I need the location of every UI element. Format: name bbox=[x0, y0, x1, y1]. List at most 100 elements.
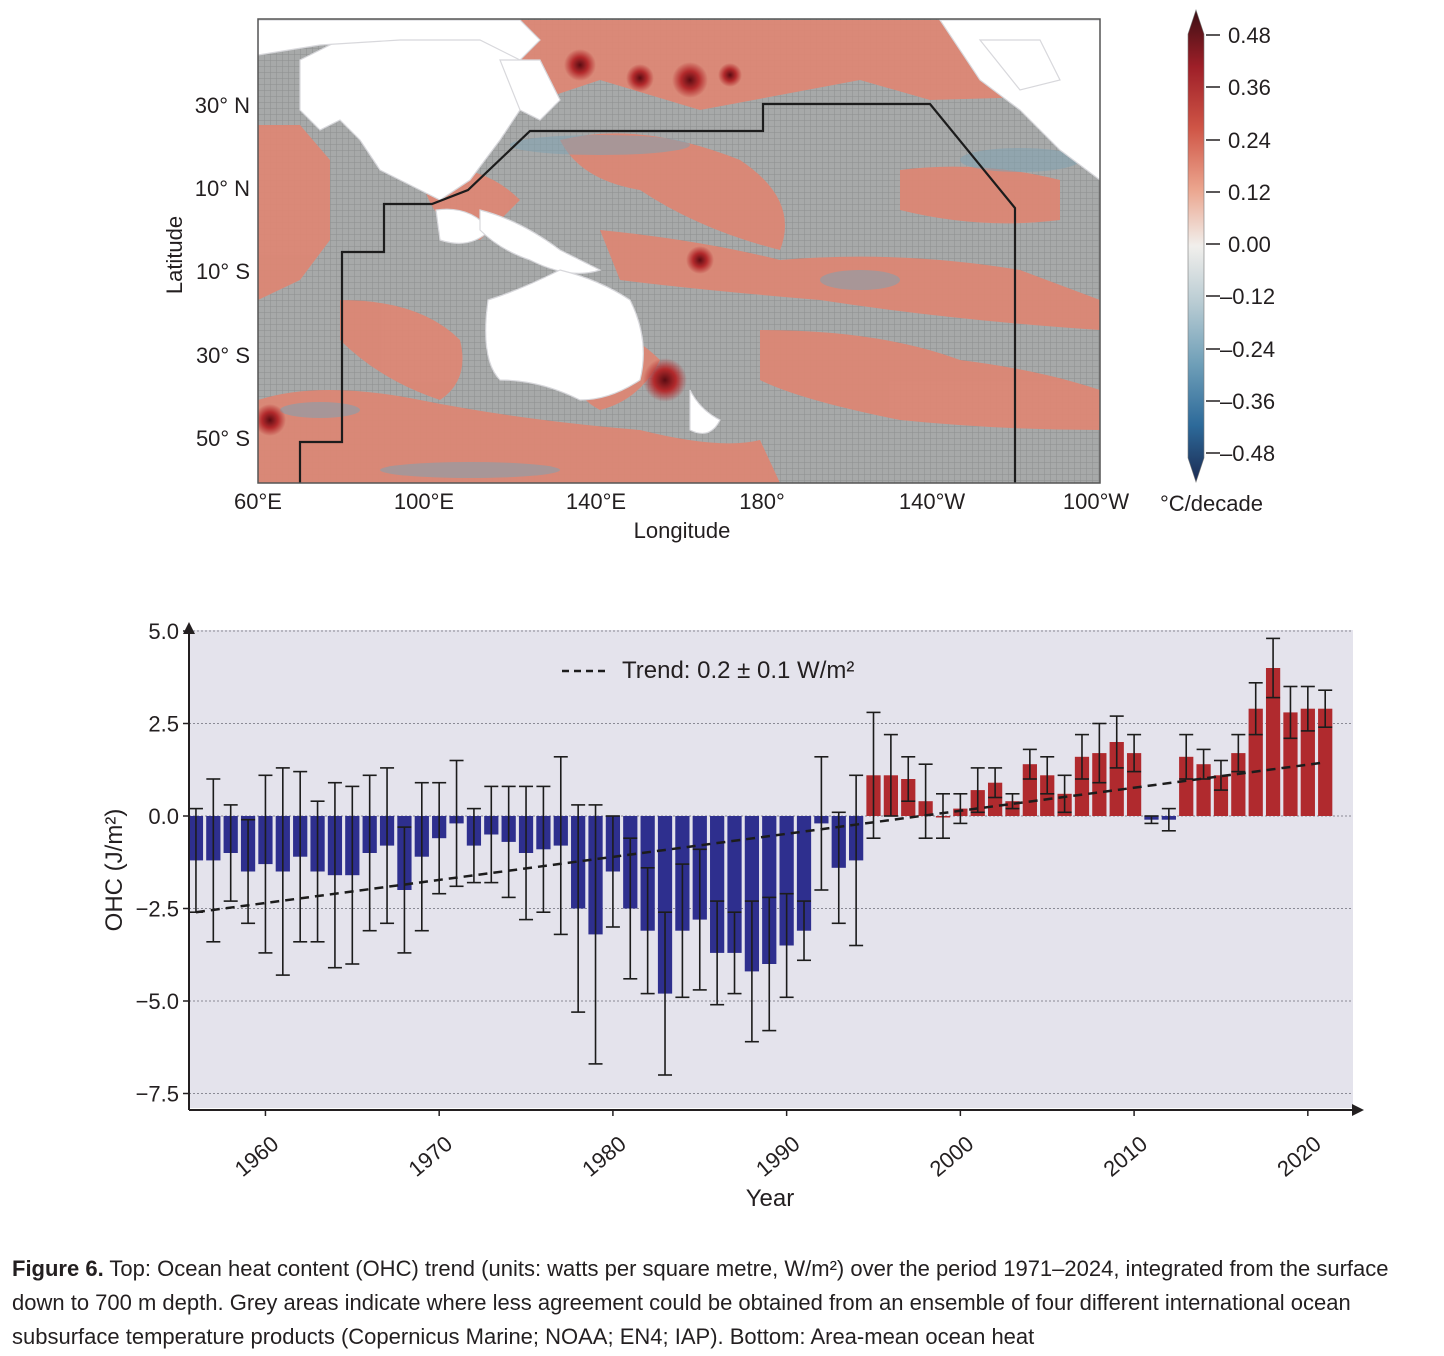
lat-tick-label: 30° N bbox=[195, 93, 250, 118]
error-bar bbox=[588, 804, 603, 1065]
error-bar bbox=[519, 785, 534, 921]
error-bar bbox=[901, 756, 916, 802]
lon-tick-label: 140°W bbox=[899, 489, 966, 514]
error-bar bbox=[397, 826, 412, 954]
colorbar-unit: °C/decade bbox=[1160, 491, 1263, 516]
bar bbox=[1265, 668, 1281, 816]
error-bar bbox=[1092, 722, 1107, 784]
error-bar bbox=[536, 785, 551, 914]
error-bar bbox=[605, 815, 620, 928]
bar bbox=[710, 816, 725, 953]
error-bar bbox=[553, 756, 568, 936]
error-bar bbox=[1179, 733, 1194, 780]
colorbar-tick-label: –0.12 bbox=[1220, 284, 1275, 309]
error-bar bbox=[501, 785, 516, 899]
y-tick-label: 0.0 bbox=[148, 804, 179, 829]
lon-tick-label: 100°W bbox=[1063, 489, 1130, 514]
ohc-trend-map: 30° N 10° N 10° S 30° S 50° S Latitude 6… bbox=[162, 9, 1275, 543]
error-bar bbox=[1109, 715, 1124, 769]
error-bar bbox=[988, 767, 1003, 799]
x-axis-arrow bbox=[1352, 1104, 1364, 1116]
colorbar-tick-label: –0.24 bbox=[1220, 337, 1275, 362]
land-masses bbox=[258, 19, 1100, 434]
error-bar bbox=[710, 900, 725, 1006]
error-bar bbox=[814, 756, 829, 891]
error-bar bbox=[623, 837, 638, 980]
caption-lead: Figure 6. bbox=[12, 1256, 104, 1281]
error-bar bbox=[1022, 748, 1037, 780]
error-bar bbox=[310, 800, 325, 943]
lat-tick-label: 30° S bbox=[196, 343, 250, 368]
region-outline bbox=[298, 102, 1017, 483]
error-bar bbox=[744, 900, 759, 1043]
lat-tick-label: 10° N bbox=[195, 176, 250, 201]
bar bbox=[1179, 756, 1194, 816]
error-bar bbox=[692, 848, 707, 991]
x-ticks: 1960 1970 1980 1990 2000 2010 2020 bbox=[230, 1110, 1326, 1182]
x-tick-label: 1970 bbox=[404, 1131, 458, 1182]
error-bar bbox=[293, 770, 308, 943]
bar bbox=[1213, 775, 1229, 816]
y-axis-arrow bbox=[183, 622, 195, 634]
ohc-bar-chart: 5.0 2.5 0.0 −2.5 −5.0 −7.5 1960 1970 1980 1990 20… bbox=[101, 619, 1364, 1212]
error-bar bbox=[762, 896, 777, 1032]
bar bbox=[1109, 742, 1124, 816]
error-bar bbox=[640, 866, 655, 995]
error-bar bbox=[1213, 759, 1228, 791]
y-tick-label: −7.5 bbox=[136, 1082, 179, 1107]
bar bbox=[657, 816, 673, 994]
error-bar bbox=[1231, 733, 1246, 773]
error-bar bbox=[866, 711, 881, 839]
error-bar bbox=[466, 807, 481, 884]
bar bbox=[727, 816, 742, 953]
bar bbox=[1300, 708, 1315, 816]
bar bbox=[779, 816, 794, 946]
error-bar bbox=[1300, 685, 1315, 732]
x-tick-label: 2010 bbox=[1098, 1131, 1152, 1182]
error-bar bbox=[1127, 733, 1142, 773]
bar bbox=[1040, 775, 1055, 816]
map-frame bbox=[257, 18, 1101, 484]
colorbar-tick-label: 0.00 bbox=[1228, 232, 1271, 257]
error-bar bbox=[918, 763, 933, 839]
ohc-bar-chart-panel: 5.0 2.5 0.0 −2.5 −5.0 −7.5 1960 1970 1980 1990 20… bbox=[0, 600, 1444, 1240]
y-tick-label: −5.0 bbox=[136, 989, 179, 1014]
lon-tick-label: 100°E bbox=[394, 489, 454, 514]
colorbar: 0.48 0.36 0.24 0.12 0.00 –0.12 –0.24 –0.… bbox=[1160, 9, 1275, 516]
error-bar bbox=[432, 781, 447, 895]
error-bar bbox=[849, 774, 864, 947]
error-bar bbox=[1040, 756, 1055, 795]
colorbar-tick-label: 0.24 bbox=[1228, 128, 1271, 153]
figure-caption: Figure 6. Top: Ocean heat content (OHC) … bbox=[12, 1252, 1432, 1354]
bar bbox=[1318, 708, 1333, 816]
bar bbox=[796, 816, 812, 931]
trend-line bbox=[195, 761, 1326, 914]
bar bbox=[1074, 756, 1090, 816]
legend: Trend: 0.2 ± 0.1 W/m² bbox=[562, 657, 854, 684]
error-bar bbox=[953, 793, 968, 825]
error-bar bbox=[1248, 682, 1263, 736]
error-bar bbox=[449, 759, 464, 888]
error-bar bbox=[727, 911, 742, 995]
error-bar bbox=[327, 781, 342, 969]
bar bbox=[1231, 753, 1246, 816]
lon-tick-label: 180° bbox=[739, 489, 785, 514]
lon-tick-label: 60°E bbox=[234, 489, 282, 514]
error-bar bbox=[1161, 807, 1176, 832]
map-y-axis-label: Latitude bbox=[162, 216, 187, 294]
error-bar bbox=[883, 733, 898, 817]
map-field bbox=[258, 19, 1100, 483]
error-bar bbox=[1005, 793, 1020, 810]
error-bar bbox=[1057, 774, 1072, 814]
error-bar bbox=[275, 767, 290, 976]
error-bar bbox=[1074, 733, 1089, 780]
y-tick-label: −2.5 bbox=[136, 897, 179, 922]
x-tick-label: 1960 bbox=[230, 1131, 284, 1182]
x-tick-label: 1990 bbox=[751, 1131, 805, 1182]
lat-tick-label: 50° S bbox=[196, 426, 250, 451]
lon-tick-label: 140°E bbox=[566, 489, 626, 514]
error-bar bbox=[223, 804, 238, 902]
error-bar bbox=[380, 767, 395, 925]
error-bar bbox=[206, 778, 221, 943]
error-bar bbox=[258, 774, 273, 954]
